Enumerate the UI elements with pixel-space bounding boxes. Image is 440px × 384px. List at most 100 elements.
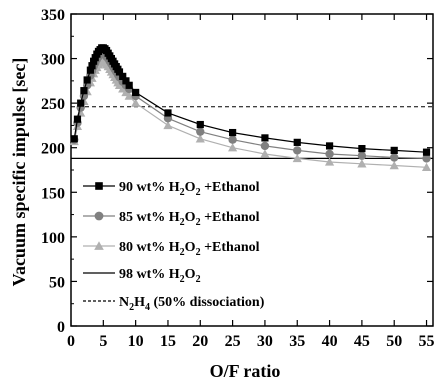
data-point (260, 141, 270, 151)
legend-suffix: (50% dissociation) (150, 295, 265, 310)
data-point (325, 142, 334, 150)
data-point (80, 87, 88, 95)
data-point (83, 76, 91, 84)
legend-chem: H (169, 210, 180, 225)
x-tick-label: 5 (99, 333, 107, 350)
x-axis-label: O/F ratio (210, 361, 281, 381)
x-tick-label: 45 (354, 333, 370, 350)
legend-sub: 2 (129, 302, 134, 313)
legend-label: 80 wt% H2​O2​ +Ethanol (119, 240, 260, 258)
data-point (196, 120, 204, 129)
legend-marker (94, 241, 104, 250)
x-tick-label: 50 (386, 333, 402, 350)
y-tick-label: 150 (41, 185, 65, 202)
legend-item-2: 85 wt% H2​O2​ +Ethanol (83, 210, 260, 228)
legend-sub: 2 (180, 274, 185, 285)
data-point (124, 91, 134, 100)
x-tick-label: 25 (225, 333, 241, 350)
y-axis-label: Vacuum specific impulse [sec] (9, 58, 29, 287)
data-point (357, 159, 367, 168)
series-2 (70, 49, 431, 163)
legend-chem: O (185, 180, 196, 195)
x-tick-label: 15 (160, 333, 176, 350)
data-point (261, 134, 269, 142)
y-tick-label: 300 (41, 52, 65, 69)
legend-suffix: +Ethanol (201, 240, 260, 255)
legend-label: 90 wt% H2​O2​ +Ethanol (119, 180, 260, 198)
data-point (164, 109, 172, 117)
legend-prefix: 98 wt% (119, 267, 169, 282)
data-point (122, 77, 130, 85)
series-line (73, 47, 427, 153)
data-point (88, 62, 96, 70)
data-point (325, 149, 334, 159)
legend-item-4: 98 wt% H2​O2​ (83, 267, 201, 285)
legend-chem: O (185, 240, 196, 255)
legend-prefix: 80 wt% (119, 240, 169, 255)
legend-label: 98 wt% H2​O2​ (119, 267, 201, 285)
data-point (132, 88, 140, 97)
data-point (86, 66, 94, 74)
legend-sub: 4 (145, 302, 150, 313)
data-point (324, 157, 335, 166)
legend-sub: 2 (196, 247, 201, 258)
x-tick-label: 0 (67, 333, 75, 350)
legend: 90 wt% H2​O2​ +Ethanol 85 wt% H2​O2​ +Eth… (83, 180, 265, 313)
series-layer (69, 44, 432, 172)
legend-marker (95, 182, 103, 190)
legend-chem: H (134, 295, 145, 310)
data-point (196, 127, 205, 136)
x-tick-label: 10 (128, 333, 144, 350)
legend-item-5: N2​H4​ (50% dissociation) (83, 295, 265, 313)
legend-sub: 2 (196, 274, 201, 285)
data-point (422, 154, 431, 163)
legend-item-3: 80 wt% H2​O2​ +Ethanol (83, 240, 260, 258)
legend-chem: H (169, 240, 180, 255)
data-point (421, 162, 432, 172)
data-point (73, 115, 82, 123)
data-point (195, 134, 205, 143)
data-point (119, 72, 127, 80)
legend-sub: 2 (180, 187, 185, 198)
data-point (358, 145, 366, 153)
y-tick-label: 250 (41, 96, 65, 113)
data-point (260, 149, 270, 158)
axis-ticks: 0 5 10 15 20 25 30 35 40 45 50 55 0 50 100 150 200 250 300… (41, 7, 435, 350)
legend-chem: N (119, 295, 129, 310)
series-1 (70, 44, 431, 156)
data-point (163, 120, 173, 130)
data-point (131, 98, 141, 107)
data-point (293, 146, 302, 155)
legend-prefix: 90 wt% (119, 180, 169, 195)
x-tick-label: 40 (322, 333, 338, 350)
reference-lines (71, 106, 433, 160)
y-tick-label: 200 (41, 141, 65, 158)
legend-chem: H (169, 267, 180, 282)
data-point (77, 99, 85, 107)
data-point (125, 81, 133, 89)
y-tick-label: 100 (41, 230, 65, 247)
x-tick-label: 35 (289, 333, 305, 350)
data-point (228, 143, 238, 152)
legend-chem: O (185, 267, 196, 282)
legend-label: 85 wt% H2​O2​ +Ethanol (119, 210, 260, 228)
y-tick-label: 50 (49, 274, 65, 291)
data-point (228, 135, 237, 144)
legend-sub: 2 (180, 247, 185, 258)
x-tick-label: 30 (257, 333, 273, 350)
x-tick-label: 55 (419, 333, 435, 350)
data-point (422, 148, 431, 156)
legend-sub: 2 (196, 217, 201, 228)
legend-chem: O (185, 210, 196, 225)
legend-label: N2​H4​ (50% dissociation) (119, 295, 265, 313)
data-point (70, 135, 78, 143)
legend-marker (94, 211, 104, 221)
x-tick-label: 20 (192, 333, 208, 350)
data-point (115, 68, 124, 76)
legend-sub: 2 (196, 187, 201, 198)
data-point (229, 128, 237, 137)
legend-item-1: 90 wt% H2​O2​ +Ethanol (83, 180, 260, 198)
data-point (357, 151, 367, 160)
data-point (390, 153, 399, 162)
